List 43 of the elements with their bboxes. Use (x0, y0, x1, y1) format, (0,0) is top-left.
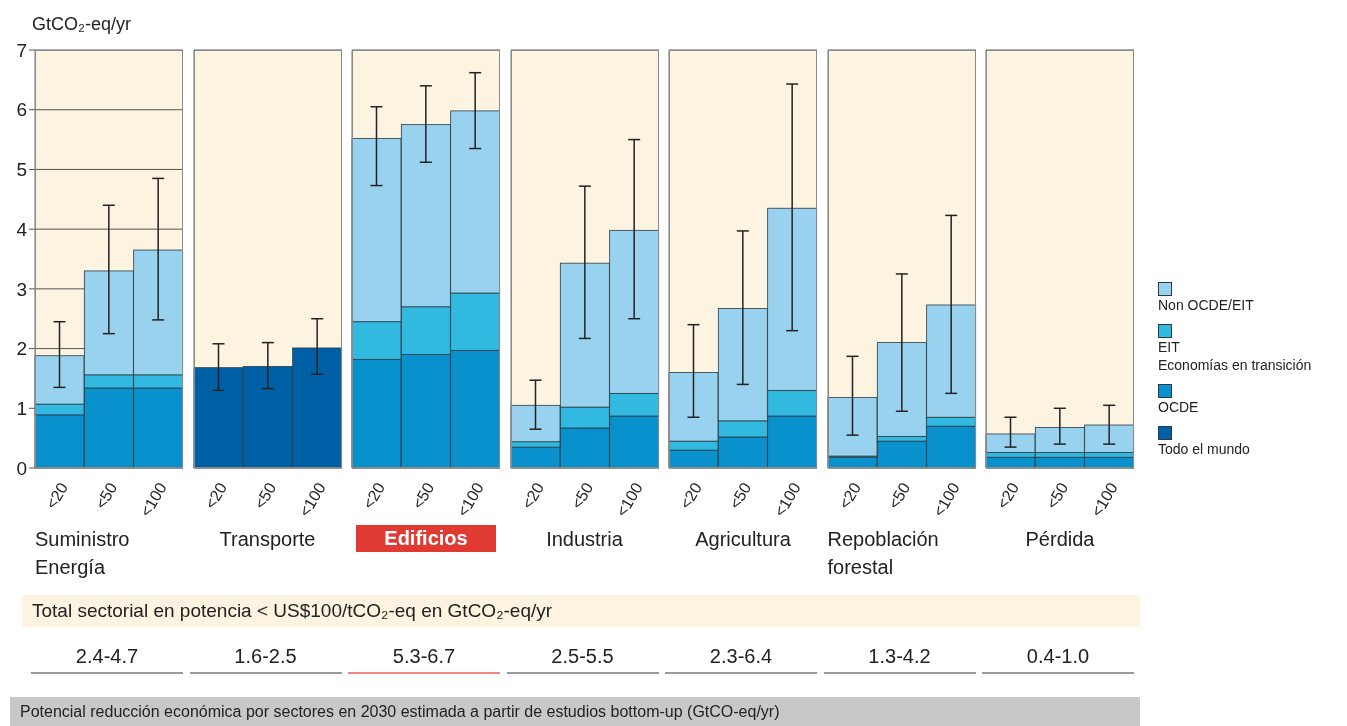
y-tick-label: 4 (16, 218, 28, 240)
text: 5.3-6.7 (348, 645, 500, 674)
legend-label: EIT Economías en transición (1158, 338, 1312, 374)
y-tick-label: 5 (16, 159, 27, 181)
text: Industria (546, 527, 623, 552)
text: Edificios (356, 525, 496, 552)
text: 1.6-2.5 (189, 645, 342, 674)
x-tick-label: <20 (201, 479, 230, 512)
legend-label: Non OCDE/EIT (1158, 296, 1255, 314)
text: 2.5-5.5 (506, 645, 659, 674)
x-tick-label: <20 (42, 479, 72, 512)
y-axis-title: GtCO₂-eq/yr (32, 14, 131, 35)
text: Potencial reducción económica por sectores en 2030 estimada a partir de estudios bottom-up (GtCO-eq/yr) (10, 697, 1140, 726)
text: Agricultura (695, 527, 791, 552)
text: 2.3-6.4 (665, 645, 817, 674)
text: 0.4-1.0 (982, 645, 1134, 674)
text: Total sectorial en potencia < US$100/tCO₂-eq en GtCO₂-eq/yr (22, 595, 1140, 627)
x-tick-label: <20 (359, 479, 389, 512)
x-tick-label: <50 (567, 479, 596, 512)
text: Pérdida (1025, 527, 1095, 552)
x-tick-label: <20 (676, 479, 706, 512)
x-tick-label: <50 (409, 479, 438, 512)
x-tick-label: <20 (835, 479, 864, 512)
text: 1.3-4.2 (823, 645, 976, 674)
y-tick-label: 6 (16, 99, 27, 121)
x-tick-label: <50 (726, 479, 755, 512)
y-tick-label: 2 (16, 338, 27, 360)
legend-label: OCDE (1158, 398, 1200, 416)
y-tick-label: 1 (16, 398, 27, 420)
text: Repoblación forestal (827, 527, 940, 580)
x-tick-label: <20 (518, 479, 547, 512)
y-tick-label: 0 (16, 457, 27, 479)
x-tick-label: <20 (993, 479, 1023, 512)
x-tick-label: <50 (884, 479, 913, 512)
x-tick-label: <50 (250, 479, 279, 512)
y-tick-label: 7 (16, 39, 27, 61)
text: Transporte (219, 527, 316, 552)
x-tick-label: <50 (92, 479, 121, 512)
x-tick-label: <50 (1043, 479, 1072, 512)
text: Suministro Energía (35, 527, 131, 580)
y-tick-label: 3 (16, 278, 27, 300)
legend-label: Todo el mundo (1158, 440, 1251, 458)
text: 2.4-4.7 (31, 645, 183, 674)
